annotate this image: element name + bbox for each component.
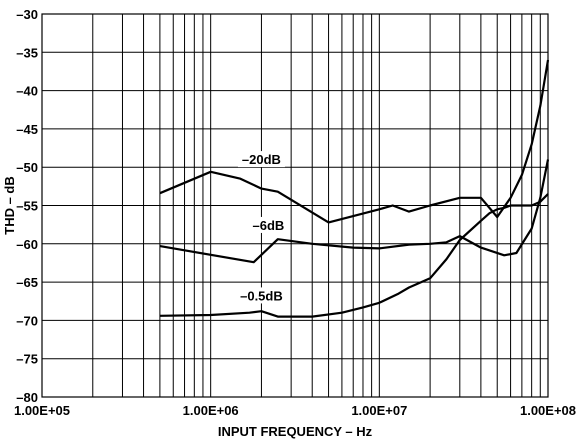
y-tick-label: –40 <box>16 84 38 99</box>
series-label-background <box>249 216 288 233</box>
series-line-1 <box>159 159 550 264</box>
y-tick-label: –55 <box>16 199 38 214</box>
y-tick-label: –65 <box>16 275 38 290</box>
series-label-2: –0.5dB <box>240 288 283 303</box>
x-axis-title: INPUT FREQUENCY – Hz <box>218 424 373 439</box>
grid-layer <box>42 13 548 398</box>
series-layer <box>159 59 550 318</box>
y-tick-label: –35 <box>16 45 38 60</box>
series-line-0 <box>159 59 550 224</box>
y-tick-label: –75 <box>16 352 38 367</box>
series-label-background <box>237 151 285 168</box>
x-tick-label: 1.00E+05 <box>14 403 70 418</box>
series-line-2 <box>159 193 549 318</box>
y-axis-title: THD – dB <box>2 176 17 235</box>
tick-layer: –30–35–40–45–50–55–60–65–70–75–801.00E+0… <box>14 7 576 418</box>
series-label-background <box>233 287 290 304</box>
y-tick-label: –50 <box>16 160 38 175</box>
series-label-layer: –20dB –6dB –0.5dB <box>233 151 290 304</box>
y-tick-label: –70 <box>16 313 38 328</box>
y-tick-label: –80 <box>16 390 38 405</box>
y-tick-label: –60 <box>16 237 38 252</box>
y-tick-label: –30 <box>16 7 38 22</box>
x-tick-label: 1.00E+06 <box>183 403 239 418</box>
x-tick-label: 1.00E+08 <box>520 403 576 418</box>
x-tick-label: 1.00E+07 <box>351 403 407 418</box>
plot-frame <box>41 13 549 398</box>
y-tick-label: –45 <box>16 122 38 137</box>
series-label-0: –20dB <box>242 152 281 167</box>
series-label-1: –6dB <box>253 218 285 233</box>
